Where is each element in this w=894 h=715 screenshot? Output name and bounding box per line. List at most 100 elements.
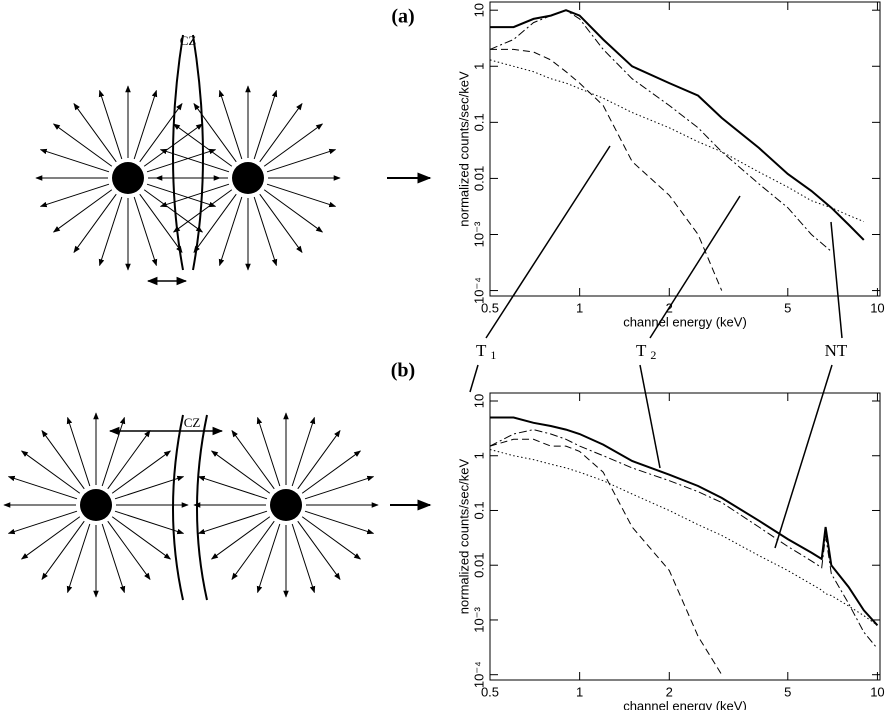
ray [143, 189, 203, 233]
series-line [490, 48, 723, 291]
x-tick-label: 1 [576, 300, 583, 315]
ray [301, 450, 361, 494]
ray [39, 148, 110, 173]
ray [231, 520, 275, 580]
pointer [469, 364, 479, 393]
ray [197, 475, 268, 500]
ray [159, 183, 230, 208]
x-tick-label: 0.5 [481, 684, 499, 699]
ray [259, 193, 303, 253]
ray [114, 475, 185, 500]
ray [266, 148, 337, 173]
ray [173, 189, 233, 233]
pointer [649, 195, 741, 339]
x-tick-label: 10 [870, 684, 884, 699]
ray [114, 510, 185, 535]
ray [146, 183, 217, 208]
ray [66, 416, 91, 487]
x-axis-label: channel energy (keV) [623, 698, 747, 710]
cz-curve [172, 34, 184, 271]
y-tick-label: 10 [471, 3, 486, 17]
pointer [830, 221, 843, 339]
ray [218, 89, 243, 160]
x-tick-label: 10 [870, 300, 884, 315]
x-tick-label: 0.5 [481, 300, 499, 315]
series-line [489, 429, 878, 649]
y-tick-label: 10⁻³ [471, 221, 486, 247]
ray [259, 103, 303, 163]
ray [73, 193, 117, 253]
t2-sub: 2 [650, 348, 656, 362]
ray [21, 516, 81, 560]
ray [256, 523, 281, 594]
y-axis-label: normalized counts/sec/keV [456, 71, 471, 227]
y-tick-label: 0.01 [471, 553, 486, 578]
ray [304, 475, 375, 500]
cz-curve [196, 414, 208, 601]
ray [53, 123, 113, 167]
t1-sub: 1 [490, 348, 496, 362]
ray [263, 189, 323, 233]
pointer [774, 364, 833, 549]
y-tick-label: 0.1 [471, 501, 486, 519]
ray [256, 416, 281, 487]
y-tick-label: 10 [471, 394, 486, 408]
series-line [490, 416, 879, 626]
ray [197, 510, 268, 535]
series-line [489, 438, 723, 675]
ray [304, 510, 375, 535]
panel-label: (a) [391, 6, 414, 28]
ray [301, 516, 361, 560]
ray [211, 516, 271, 560]
y-tick-label: 0.1 [471, 113, 486, 131]
ray [193, 193, 237, 253]
y-tick-label: 10⁻³ [471, 606, 486, 632]
y-tick-label: 1 [471, 452, 486, 459]
ray [98, 196, 123, 267]
ray [107, 520, 151, 580]
t1: T [476, 341, 487, 360]
ray [266, 183, 337, 208]
ray [193, 103, 237, 163]
ray [66, 523, 91, 594]
ray [7, 510, 78, 535]
cz-label: CZ [180, 33, 197, 48]
ray [111, 450, 171, 494]
galaxy [80, 489, 112, 521]
ray [218, 196, 243, 267]
cz-curve [172, 414, 184, 601]
ray [139, 193, 183, 253]
ray [133, 89, 158, 160]
plot-frame [489, 1, 881, 297]
plot-frame [489, 392, 881, 681]
pointer-lines [469, 145, 843, 549]
ray [39, 183, 110, 208]
ray [107, 430, 151, 490]
ray [159, 148, 230, 173]
ray [41, 520, 85, 580]
x-tick-label: 5 [784, 300, 791, 315]
ray [297, 430, 341, 490]
series-line [489, 59, 864, 223]
ray [73, 103, 117, 163]
ray [146, 148, 217, 173]
ray [253, 89, 278, 160]
galaxy [270, 489, 302, 521]
pointer [485, 145, 611, 339]
x-tick-label: 2 [666, 684, 673, 699]
ray [263, 123, 323, 167]
x-axis-label: channel energy (keV) [623, 314, 747, 329]
series-line [490, 9, 865, 241]
ray [173, 123, 233, 167]
ray [291, 523, 316, 594]
component-label: NT [825, 341, 848, 360]
ray [253, 196, 278, 267]
ray [7, 475, 78, 500]
series-line [489, 449, 878, 626]
ray [211, 450, 271, 494]
ray [297, 520, 341, 580]
ray [111, 516, 171, 560]
